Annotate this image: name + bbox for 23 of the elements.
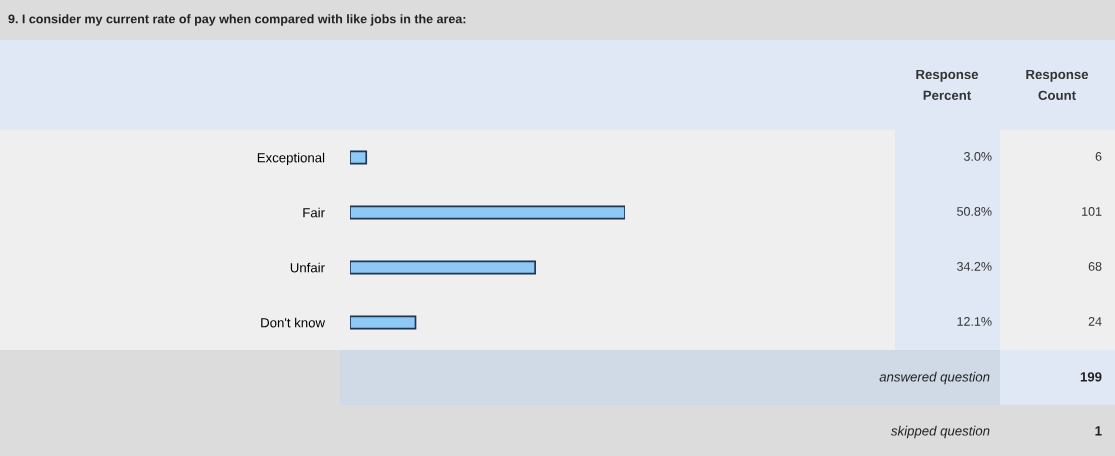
text: 68 xyxy=(1088,262,1102,271)
text: 24 xyxy=(1088,317,1102,326)
text: 101 xyxy=(1082,207,1102,216)
text: 199 xyxy=(1080,372,1102,382)
bar xyxy=(350,315,417,330)
bar xyxy=(350,150,368,165)
data-label: 50.8% xyxy=(957,207,992,216)
y-tick-label: Unfair xyxy=(290,262,325,273)
text: 9. I consider my current rate of pay when compared with like jobs in the area: xyxy=(8,14,466,26)
text: skipped question xyxy=(891,425,990,439)
data-label: 3.0% xyxy=(963,152,992,161)
data-label: 12.1% xyxy=(957,317,992,326)
bar xyxy=(350,205,625,220)
y-tick-label: Don't know xyxy=(261,317,326,328)
text: Response Percent xyxy=(916,69,979,100)
bar xyxy=(350,260,536,275)
text: 6 xyxy=(1095,152,1102,161)
y-tick-label: Fair xyxy=(303,207,325,218)
text: Response Count xyxy=(1026,69,1089,100)
text: answered question xyxy=(879,371,990,385)
text: 1 xyxy=(1095,426,1102,436)
y-tick-label: Exceptional xyxy=(257,152,325,166)
data-label: 34.2% xyxy=(957,262,992,271)
